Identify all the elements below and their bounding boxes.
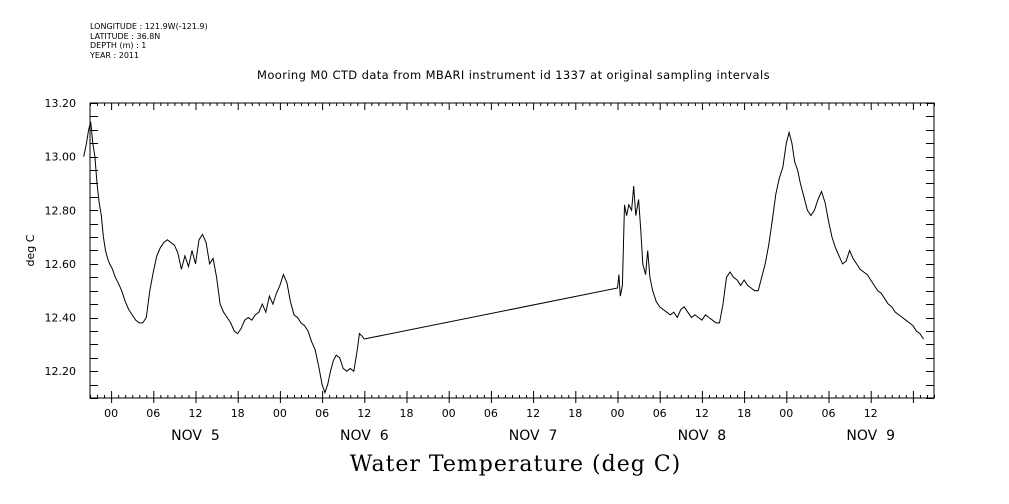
y-tick-label: 12.20 [45,365,77,378]
x-tick-label: 06 [484,407,498,420]
x-tick-label: 00 [442,407,456,420]
x-tick-labels: 00 06 12 18 00 06 12 18 00 06 12 18 00 06 12 18 00 06 12 [104,407,878,420]
x-tick-label: 06 [653,407,667,420]
y-tick-label: 13.00 [45,151,77,164]
day-label: NOV 9 [846,428,895,444]
x-tick-label: 06 [146,407,160,420]
y-tick-label: 12.40 [45,312,77,325]
x-tick-label: 12 [864,407,878,420]
y-tick-label: 12.80 [45,204,77,217]
plot-frame [89,102,935,399]
axis-ticks [90,103,935,403]
x-tick-label: 12 [526,407,540,420]
x-tick-label: 00 [104,407,118,420]
x-tick-label: 18 [568,407,582,420]
x-tick-label: 12 [357,407,371,420]
x-tick-label: 06 [315,407,329,420]
year-text: YEAR : 2011 [90,50,140,60]
y-axis-label: deg C [24,234,37,266]
day-labels: NOV 5 NOV 6 NOV 7 NOV 8 NOV 9 [171,428,895,444]
x-tick-label: 12 [189,407,203,420]
day-label: NOV 7 [509,428,558,444]
variable-title: Water Temperature (deg C) [349,452,682,477]
day-label: NOV 6 [340,428,389,444]
y-tick-label: 13.20 [45,97,77,110]
x-tick-label: 00 [273,407,287,420]
x-tick-label: 00 [779,407,793,420]
y-tick-label: 12.60 [45,258,77,271]
x-tick-label: 18 [400,407,414,420]
latitude-text: LATITUDE : 36.8N [90,31,161,41]
temperature-series-line [83,121,924,395]
day-label: NOV 5 [171,428,220,444]
x-tick-label: 06 [822,407,836,420]
y-tick-labels: 12.20 12.40 12.60 12.80 13.00 13.20 [45,97,77,378]
location-metadata: LONGITUDE : 121.9W(-121.9) LATITUDE : 36… [90,22,208,60]
x-tick-label: 18 [231,407,245,420]
x-tick-label: 12 [695,407,709,420]
x-tick-label: 18 [737,407,751,420]
x-tick-label: 00 [611,407,625,420]
day-label: NOV 8 [678,428,727,444]
chart-title: Mooring M0 CTD data from MBARI instrumen… [257,68,770,82]
longitude-text: LONGITUDE : 121.9W(-121.9) [90,22,208,31]
depth-text: DEPTH (m) : 1 [90,41,147,50]
